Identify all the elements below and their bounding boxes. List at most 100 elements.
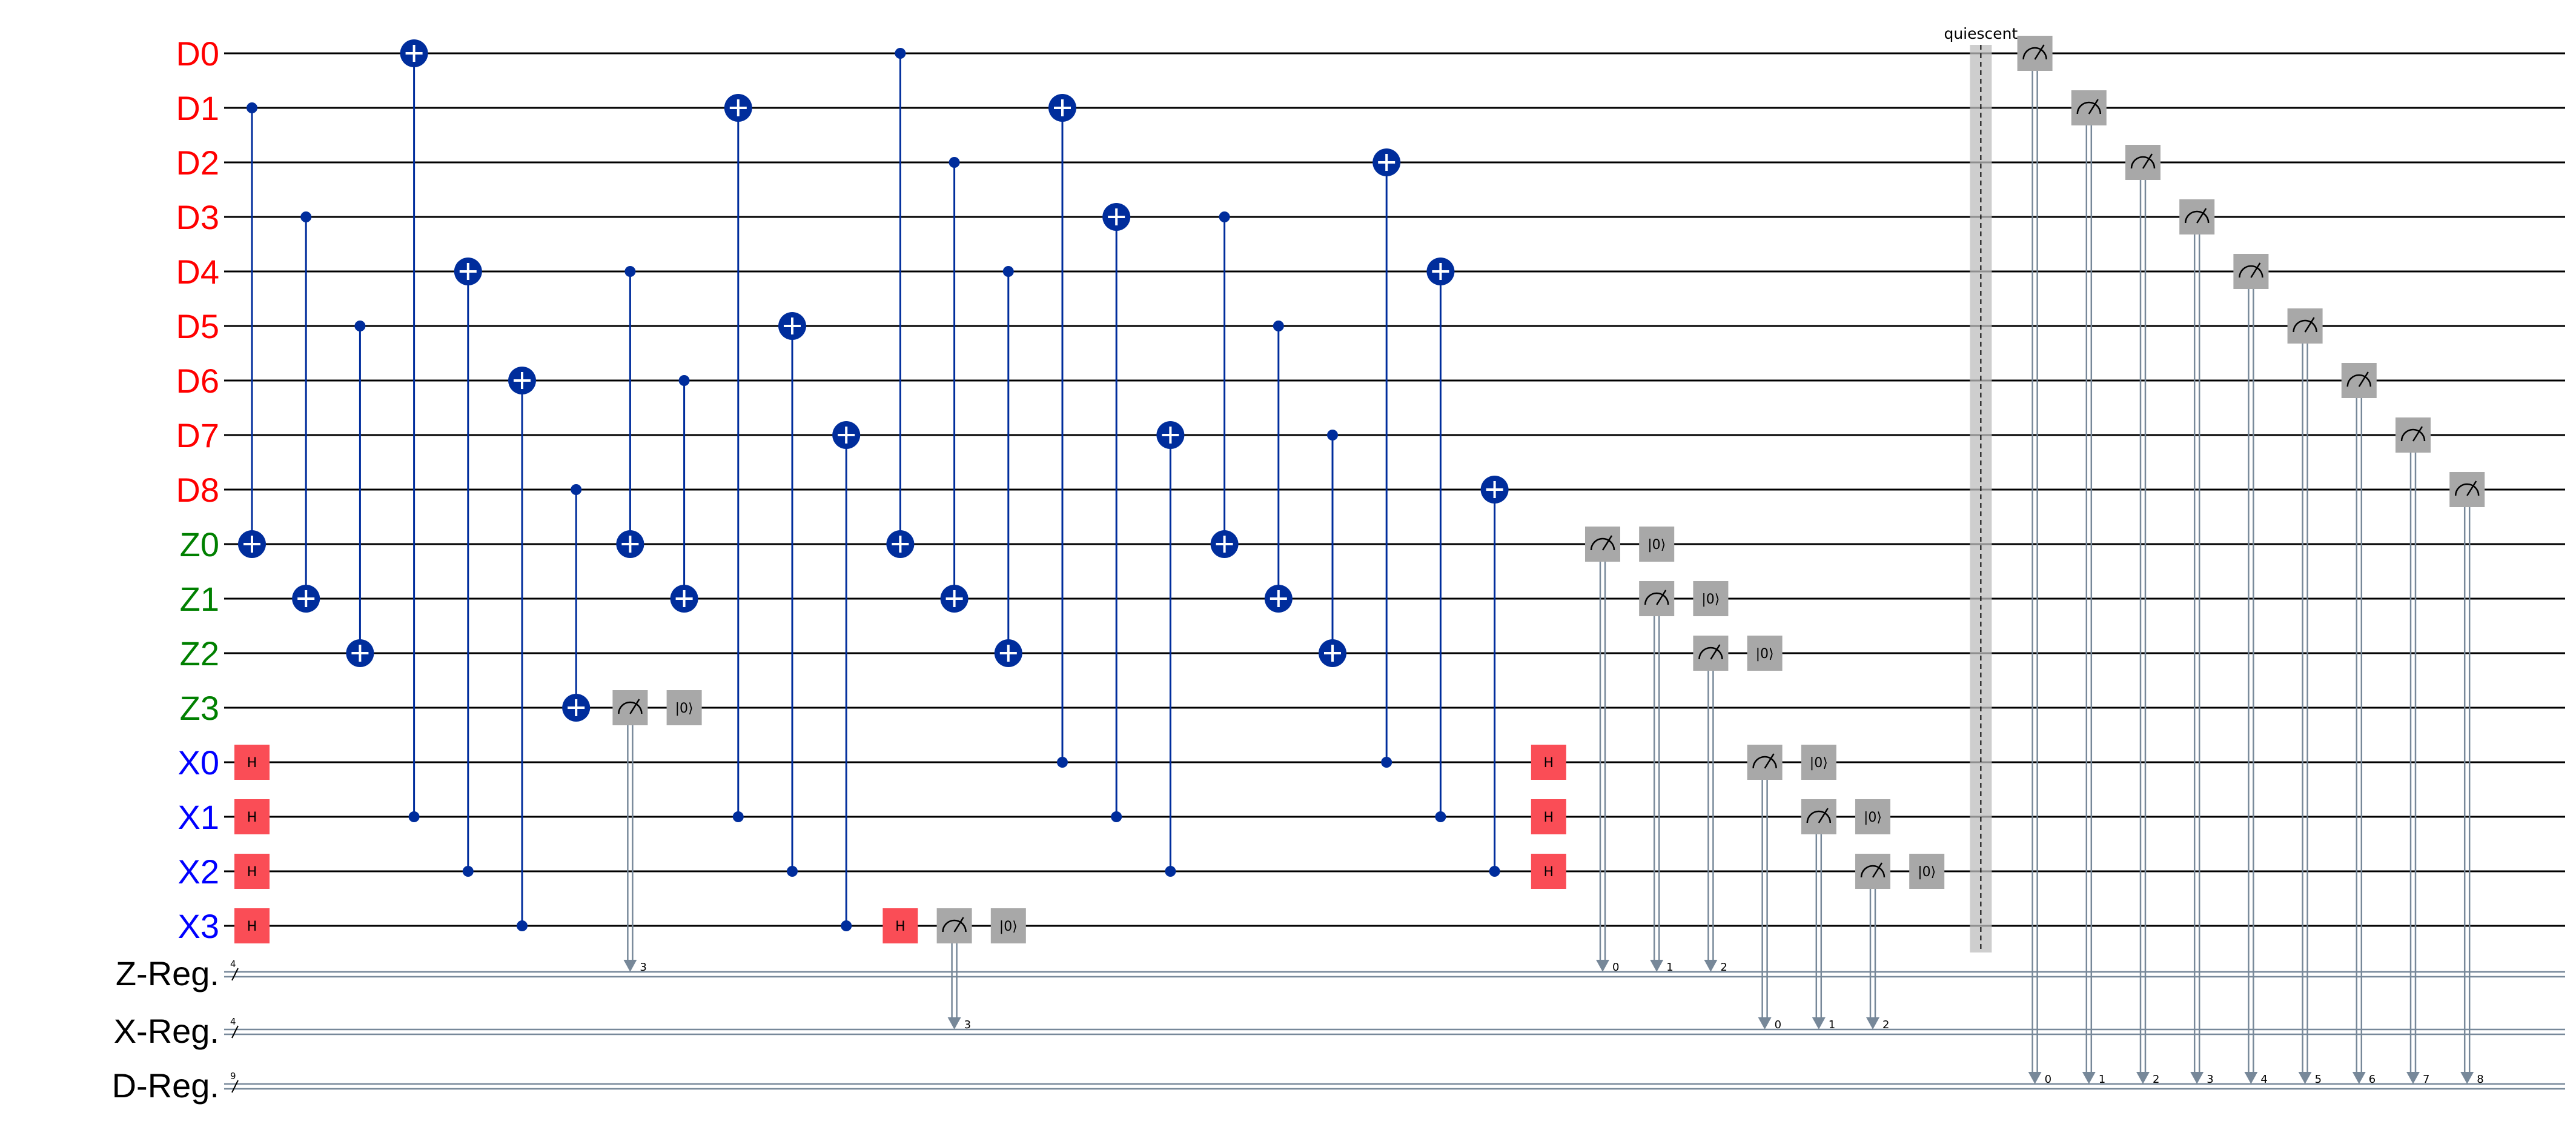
meter-arc-icon: [2400, 428, 2426, 442]
hadamard-label: H: [247, 919, 257, 934]
creg-width-slash: [231, 1080, 239, 1093]
cnot-gate: [292, 211, 320, 613]
meter-arc-icon: [2346, 374, 2372, 387]
cnot-control-dot: [1327, 430, 1338, 440]
measure-arrow: [623, 960, 637, 972]
measure-bit-label: 3: [2207, 1073, 2213, 1086]
reset-label: |0⟩: [1701, 592, 1720, 607]
cnot-gate: [616, 266, 644, 558]
cnot-gate: [400, 39, 428, 822]
cnot-control-dot: [354, 321, 366, 331]
reset-gate: |0⟩: [1801, 745, 1836, 780]
hadamard-box: [234, 799, 270, 834]
hadamard-gate: H: [234, 799, 270, 834]
measure-gate: 2: [1693, 636, 1729, 974]
measure-gate: 2: [1855, 854, 1890, 1031]
cnot-gate: [1426, 258, 1455, 822]
qubit-label-Z1: Z1: [180, 580, 219, 618]
measure-box: [1747, 745, 1783, 780]
measure-arrow: [1704, 960, 1718, 972]
measure-bit-label: 0: [1612, 961, 1619, 974]
reset-box: [990, 908, 1026, 943]
qubit-label-D8: D8: [176, 471, 219, 509]
meter-arc-icon: [942, 919, 967, 933]
measure-box: [1855, 854, 1890, 889]
measure-bit-label: 0: [2045, 1073, 2051, 1086]
cnot-control-dot: [895, 48, 906, 59]
measure-bit-label: 1: [1829, 1019, 1835, 1031]
measure-box: [1585, 527, 1620, 562]
cnot-control-dot: [1002, 266, 1014, 277]
hadamard-label: H: [895, 919, 906, 934]
measure-bit-label: 4: [2260, 1073, 2267, 1086]
hadamard-box: [234, 745, 270, 780]
measure-arrow: [2028, 1072, 2042, 1084]
reset-gate: |0⟩: [1747, 636, 1783, 671]
reset-label: |0⟩: [1756, 647, 1774, 662]
reset-gate: |0⟩: [1639, 527, 1675, 562]
measure-box: [1693, 636, 1729, 671]
cnot-gate: [1048, 94, 1076, 768]
meter-needle-icon: [629, 699, 640, 714]
measure-gate: 3: [2179, 199, 2215, 1086]
meter-needle-icon: [2142, 153, 2153, 169]
reset-gate: |0⟩: [1693, 581, 1729, 616]
cnot-control-dot: [300, 211, 312, 222]
cnot-control-dot: [732, 811, 744, 822]
meter-arc-icon: [2076, 101, 2102, 115]
reset-box: [1639, 527, 1675, 562]
measure-gate: 2: [2125, 145, 2160, 1086]
cnot-control-dot: [1057, 757, 1068, 768]
hadamard-box: [1531, 854, 1566, 889]
hadamard-label: H: [247, 756, 257, 771]
measure-box: [2233, 254, 2269, 289]
measure-bit-label: 8: [2477, 1073, 2483, 1086]
measure-arrow: [2298, 1072, 2312, 1084]
hadamard-label: H: [247, 865, 257, 880]
measure-box: [2125, 145, 2160, 180]
meter-needle-icon: [953, 917, 964, 933]
meter-needle-icon: [2358, 371, 2369, 387]
measure-arrow: [2406, 1072, 2420, 1084]
cnot-gate: [1156, 421, 1185, 877]
qubit-label-Z3: Z3: [180, 689, 219, 727]
cnot-gate: [994, 266, 1022, 667]
measure-box: [2341, 363, 2377, 398]
measure-bit-label: 1: [2099, 1073, 2105, 1086]
cnot-gate: [940, 157, 968, 613]
reset-gate: |0⟩: [1855, 799, 1890, 834]
cnot-control-dot: [408, 811, 420, 822]
reset-box: [666, 690, 702, 725]
hadamard-box: [234, 854, 270, 889]
cnot-control-dot: [787, 866, 798, 877]
cnot-gate: [1480, 476, 1509, 877]
measure-box: [2287, 308, 2323, 344]
measure-box: [2179, 199, 2215, 234]
cnot-control-dot: [841, 920, 852, 931]
measure-arrow: [947, 1017, 961, 1029]
meter-arc-icon: [1806, 810, 1832, 823]
cnot-gate: [778, 312, 806, 877]
cnot-control-dot: [517, 920, 528, 931]
meter-arc-icon: [2239, 265, 2263, 278]
cnot-gate: [1319, 430, 1346, 667]
meter-arc-icon: [1698, 647, 1723, 660]
meter-arc-icon: [1860, 865, 1886, 878]
measure-box: [2396, 417, 2431, 453]
measure-bit-label: 2: [2153, 1073, 2159, 1086]
creg-width-slash: [231, 1025, 239, 1039]
measure-gate: 8: [2449, 472, 2485, 1086]
qubit-label-X1: X1: [178, 798, 220, 836]
hadamard-gate: H: [234, 745, 270, 780]
reset-label: |0⟩: [675, 701, 694, 716]
measure-arrow: [1812, 1017, 1826, 1029]
hadamard-box: [234, 908, 270, 943]
cnot-control-dot: [1111, 811, 1122, 822]
qubit-label-X3: X3: [178, 907, 220, 945]
cnot-gate: [508, 367, 536, 931]
qubit-label-D0: D0: [176, 35, 219, 73]
meter-needle-icon: [1710, 644, 1721, 660]
measure-arrow: [1758, 1017, 1772, 1029]
creg-width-slash: [231, 968, 239, 981]
measure-gate: 1: [2071, 90, 2107, 1086]
